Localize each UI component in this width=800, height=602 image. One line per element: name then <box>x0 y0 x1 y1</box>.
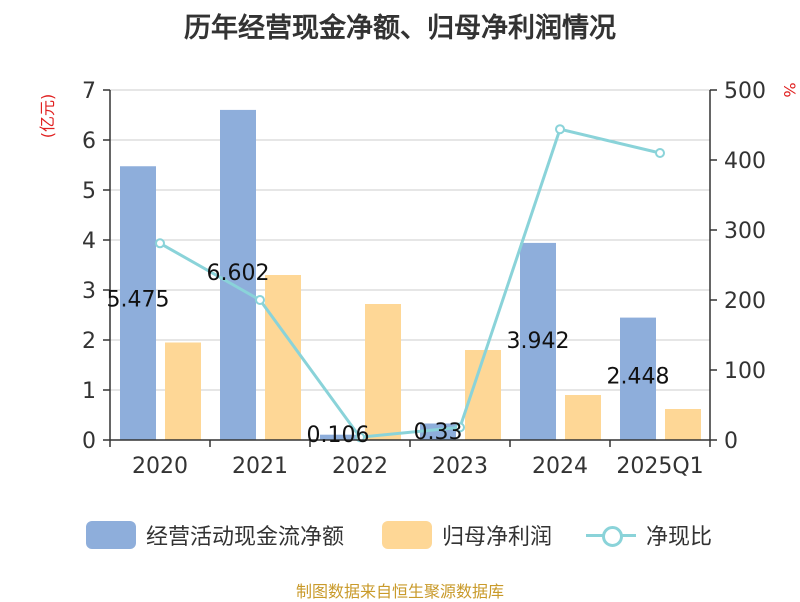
y-right-unit-label: % <box>780 82 799 97</box>
bar-cash-2020 <box>120 166 156 440</box>
bar-profit-2025Q1 <box>665 409 701 440</box>
legend-label-ratio: 净现比 <box>646 525 713 550</box>
bar-profit-2021 <box>265 275 301 440</box>
ratio-point-2021 <box>255 295 265 305</box>
legend: 经营活动现金流净额 归母净利润 净现比 <box>0 518 800 552</box>
y-right-tick-label: 100 <box>724 359 766 384</box>
y-left-tick-label: 2 <box>82 329 96 354</box>
legend-label-profit: 归母净利润 <box>442 525 553 550</box>
y-left-tick-label: 0 <box>82 429 96 454</box>
ratio-line-layer <box>155 124 665 443</box>
bar-profit-2024 <box>565 395 601 440</box>
legend-swatch-ratio <box>586 521 636 549</box>
data-label-cash-2025Q1: 2.448 <box>607 365 670 390</box>
data-label-cash-2021: 6.602 <box>207 261 270 286</box>
ratio-point-2024 <box>555 124 565 135</box>
y-right-tick-label: 300 <box>724 219 766 244</box>
axes: 0 1 2 3 4 5 6 7 0 100 200 300 400 500 2020 2021 2022 2023… <box>38 79 799 479</box>
data-label-cash-2020: 5.475 <box>107 287 170 312</box>
data-labels: 5.475 6.602 0.106 0.33 3.942 2.448 <box>107 261 670 448</box>
legend-swatch-profit <box>382 521 432 549</box>
ratio-point-2025Q1 <box>655 148 665 158</box>
y-left-tick-label: 1 <box>82 379 96 404</box>
y-right-tick-label: 400 <box>724 149 766 174</box>
legend-item-profit[interactable]: 归母净利润 <box>382 518 552 552</box>
legend-label-cash: 经营活动现金流净额 <box>146 525 345 550</box>
ratio-line <box>159 127 661 439</box>
y-left-unit-label: (亿元) <box>38 94 57 139</box>
bar-profit-2020 <box>165 342 201 440</box>
legend-swatch-cash <box>86 521 136 549</box>
y-left-tick-label: 3 <box>82 279 96 304</box>
bar-profit-2022 <box>365 304 401 440</box>
y-right-tick-label: 200 <box>724 289 766 314</box>
bar-cash-2021 <box>220 109 256 441</box>
x-tick-label-2023: 2023 <box>432 454 488 479</box>
ratio-point-2020 <box>155 238 165 249</box>
bar-cash-2025Q1 <box>620 317 656 440</box>
y-left-tick-label: 6 <box>82 129 96 154</box>
bar-cash-2024 <box>520 242 556 440</box>
source-note: 制图数据来自恒生聚源数据库 <box>295 582 504 601</box>
y-right-tick-label: 0 <box>724 429 738 454</box>
legend-item-ratio[interactable]: 净现比 <box>586 518 712 552</box>
data-label-cash-2022: 0.106 <box>307 423 370 448</box>
y-right-tick-label: 500 <box>724 79 766 104</box>
bars <box>120 109 701 441</box>
chart-title: 历年经营现金净额、归母净利润情况 <box>184 13 616 44</box>
x-tick-label-2021: 2021 <box>232 454 288 479</box>
ratio-point-2023 <box>455 422 465 433</box>
y-left-tick-label: 7 <box>82 79 96 104</box>
legend-item-cash[interactable]: 经营活动现金流净额 <box>86 518 344 552</box>
x-tick-label-2020: 2020 <box>132 454 188 479</box>
bar-cash-2022 <box>320 434 356 440</box>
x-tick-label-2025Q1: 2025Q1 <box>616 454 703 479</box>
y-left-tick-label: 5 <box>82 179 96 204</box>
ratio-point-2022 <box>355 432 365 443</box>
data-label-cash-2024: 3.942 <box>507 329 570 354</box>
data-label-cash-2023: 0.33 <box>414 420 463 445</box>
x-tick-label-2024: 2024 <box>532 454 588 479</box>
y-left-tick-label: 4 <box>82 229 96 254</box>
x-tick-label-2022: 2022 <box>332 454 388 479</box>
